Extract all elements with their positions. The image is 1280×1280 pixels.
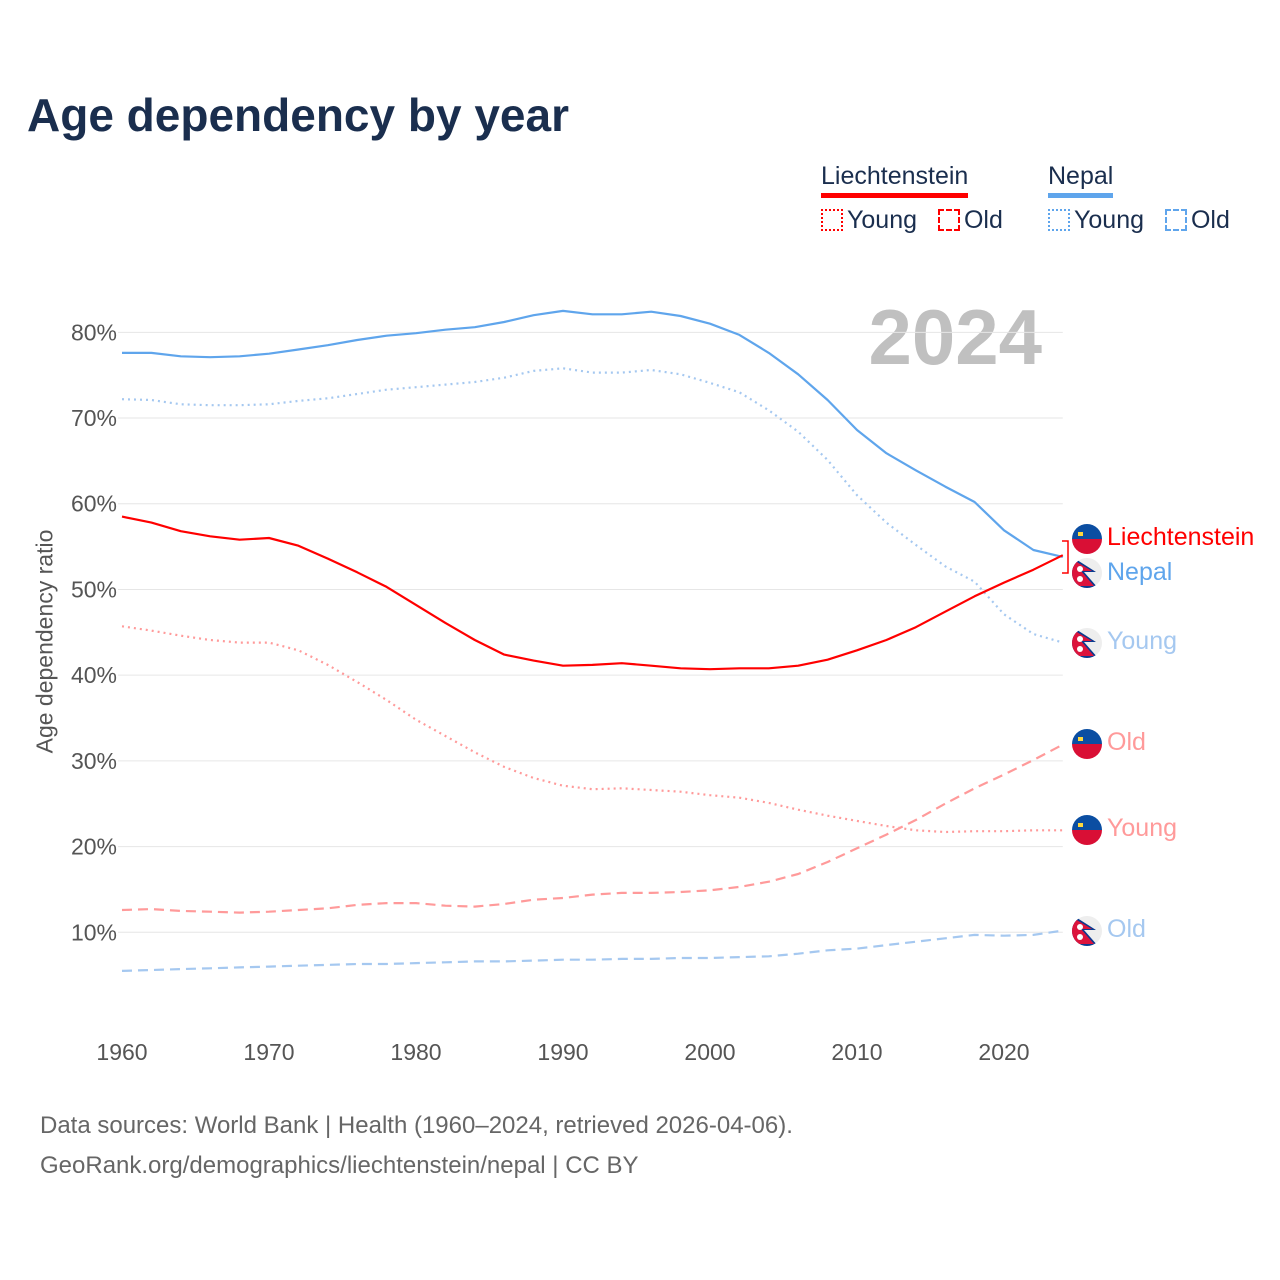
end-label-liechtenstein: Liechtenstein — [1107, 523, 1255, 551]
y-tick-label: 10% — [71, 919, 117, 945]
x-tick-label: 2000 — [684, 1039, 735, 1065]
x-tick-label: 1960 — [96, 1039, 147, 1065]
legend-group-nepal: Nepal Young Old — [1048, 162, 1230, 235]
end-label-nepal-young: Young — [1107, 627, 1177, 655]
series-line-nepal-old — [121, 929, 1063, 972]
legend-item-young: Young — [1074, 206, 1144, 234]
nepal-flag-icon — [1072, 628, 1102, 658]
series-line-liechtenstein — [121, 515, 1064, 671]
legend-group-liechtenstein: Liechtenstein Young Old — [821, 162, 1003, 235]
liechtenstein-flag-icon — [1072, 729, 1102, 759]
dashed-swatch-icon — [937, 209, 960, 231]
dashed-swatch-icon — [1164, 209, 1187, 231]
label-connector — [1062, 540, 1069, 574]
legend-country-liechtenstein: Liechtenstein — [821, 162, 969, 198]
dotted-swatch-icon — [821, 209, 843, 231]
chart-title: Age dependency by year — [27, 89, 569, 141]
series-line-nepal — [122, 309, 1064, 558]
y-tick-label: 70% — [71, 405, 117, 431]
y-tick-label: 50% — [71, 576, 117, 602]
current-year-display: 2024 — [868, 293, 1042, 381]
y-tick-label: 40% — [71, 662, 117, 688]
attribution-link[interactable]: GeoRank.org/demographics/liechtenstein/n… — [40, 1152, 639, 1179]
data-source-text: Data sources: World Bank | Health (1960–… — [40, 1112, 793, 1139]
x-tick-label: 1990 — [537, 1039, 588, 1065]
x-tick-label: 1980 — [390, 1039, 441, 1065]
legend-item-old: Old — [1190, 206, 1230, 234]
y-tick-label: 80% — [71, 319, 117, 345]
liechtenstein-flag-icon — [1072, 815, 1102, 845]
footer: Data sources: World Bank | Health (1960–… — [40, 1106, 793, 1186]
series-line-nepal-young — [121, 367, 1064, 644]
legend-country-nepal: Nepal — [1048, 162, 1114, 198]
dotted-swatch-icon — [1048, 209, 1070, 231]
y-tick-label: 60% — [71, 491, 117, 517]
x-tick-label: 2010 — [831, 1039, 882, 1065]
series-line-liechtenstein-old — [121, 743, 1064, 914]
end-label-liechtenstein-young: Young — [1107, 814, 1177, 842]
end-label-liechtenstein-old: Old — [1107, 728, 1146, 756]
end-label-nepal: Nepal — [1107, 558, 1173, 586]
nepal-flag-icon — [1072, 916, 1102, 946]
liechtenstein-flag-icon — [1072, 524, 1102, 554]
x-tick-label: 2020 — [978, 1039, 1029, 1065]
legend-item-old: Old — [963, 206, 1003, 234]
x-tick-label: 1970 — [243, 1039, 294, 1065]
series-line-liechtenstein-young — [121, 625, 1063, 834]
y-tick-label: 30% — [71, 748, 117, 774]
y-tick-label: 20% — [71, 834, 117, 860]
nepal-flag-icon — [1072, 558, 1102, 588]
end-label-nepal-old: Old — [1107, 915, 1146, 943]
legend-item-young: Young — [847, 206, 917, 234]
